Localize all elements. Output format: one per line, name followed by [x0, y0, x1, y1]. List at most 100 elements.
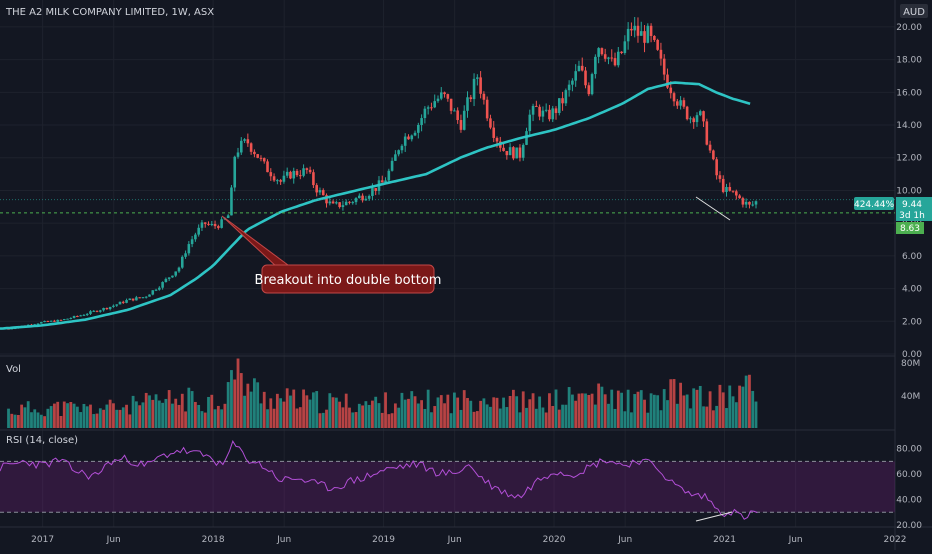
- candle-body: [112, 305, 115, 307]
- volume-bar: [390, 413, 394, 428]
- candle-body: [66, 318, 69, 320]
- price-badge-text: 9.44: [902, 200, 922, 210]
- countdown-badge-text: 3d 1h: [899, 211, 925, 221]
- candle-body: [754, 201, 758, 205]
- volume-bar: [377, 403, 381, 428]
- volume-bar: [646, 412, 650, 428]
- volume-bar: [13, 414, 17, 428]
- volume-bar: [30, 412, 33, 428]
- candle-body: [528, 114, 532, 132]
- candle-body: [669, 87, 673, 94]
- volume-bar: [626, 389, 630, 428]
- volume-bar: [16, 414, 20, 428]
- candle-body: [449, 98, 453, 111]
- volume-bar: [436, 397, 440, 428]
- volume-bar: [420, 400, 424, 428]
- volume-bar: [403, 399, 407, 428]
- volume-bar: [633, 394, 637, 428]
- candle-body: [531, 105, 535, 115]
- price-tick-label: 18.00: [896, 56, 922, 66]
- candle-body: [135, 297, 138, 301]
- candle-body: [649, 25, 653, 37]
- volume-bar: [226, 382, 230, 428]
- volume-bar: [734, 402, 738, 428]
- volume-bar: [10, 413, 14, 428]
- candle-body: [492, 127, 496, 138]
- volume-bar: [574, 400, 578, 428]
- candle-body: [236, 152, 240, 157]
- volume-bar: [725, 408, 728, 428]
- volume-bar: [253, 378, 256, 428]
- candle-body: [161, 282, 164, 288]
- volume-bar: [682, 395, 686, 428]
- candle-body: [495, 137, 499, 142]
- volume-bar: [679, 382, 682, 428]
- volume-bar: [236, 358, 240, 428]
- price-tick-label: 12.00: [896, 154, 922, 164]
- volume-bar: [302, 389, 305, 428]
- candle-body: [413, 132, 417, 136]
- volume-bar: [66, 403, 69, 428]
- price-divergence-line[interactable]: [695, 196, 731, 221]
- volume-bar: [515, 396, 519, 428]
- volume-bar: [289, 395, 292, 428]
- candle-body: [682, 100, 686, 107]
- candle-body: [738, 195, 741, 199]
- volume-bar: [269, 398, 273, 428]
- candle-body: [384, 180, 387, 183]
- volume-bar: [613, 408, 617, 428]
- candle-body: [698, 111, 702, 116]
- volume-bar: [325, 409, 328, 428]
- candle-body: [433, 101, 437, 108]
- volume-bar: [407, 398, 410, 428]
- candle-body: [105, 308, 109, 310]
- candle-body: [443, 92, 446, 95]
- volume-bar: [639, 390, 643, 428]
- volume-bar: [243, 395, 246, 428]
- volume-bar: [292, 389, 296, 428]
- candle-body: [338, 202, 341, 208]
- volume-bar: [393, 403, 397, 428]
- volume-bar: [430, 412, 433, 428]
- volume-bar: [131, 395, 135, 428]
- volume-bar: [75, 406, 79, 428]
- volume-bar: [262, 391, 266, 428]
- volume-bar: [112, 403, 115, 428]
- price-tick-label: 10.00: [896, 186, 922, 196]
- candle-body: [695, 115, 699, 123]
- candle-body: [594, 56, 597, 75]
- volume-bar: [505, 407, 509, 428]
- candle-body: [512, 147, 515, 159]
- volume-bar: [203, 412, 207, 428]
- volume-bar: [610, 389, 614, 428]
- candle-body: [348, 201, 351, 203]
- time-tick-label: Jun: [788, 535, 803, 545]
- volume-bar: [544, 412, 548, 428]
- volume-bar: [128, 414, 132, 428]
- volume-bar: [118, 409, 122, 428]
- annotation-box[interactable]: [261, 264, 435, 294]
- volume-bar: [439, 395, 443, 428]
- volume-bar: [489, 406, 492, 428]
- candle-body: [358, 195, 361, 199]
- volume-bar: [748, 374, 751, 428]
- volume-bar: [230, 370, 233, 428]
- currency-box[interactable]: [900, 4, 928, 18]
- rsi-divergence-line[interactable]: [695, 511, 733, 522]
- candle-body: [243, 139, 246, 141]
- volume-bar: [528, 399, 532, 428]
- volume-bar: [636, 391, 640, 428]
- candle-body: [541, 110, 545, 117]
- volume-bar: [134, 401, 138, 428]
- candle-body: [721, 178, 725, 192]
- candle-body: [485, 99, 489, 119]
- candle-body: [705, 121, 709, 145]
- candle-body: [72, 316, 76, 318]
- volume-bar: [171, 403, 174, 428]
- volume-bar: [59, 415, 63, 428]
- moving-average-line: [0, 81, 751, 330]
- volume-bar: [102, 409, 105, 428]
- candle-body: [62, 319, 66, 321]
